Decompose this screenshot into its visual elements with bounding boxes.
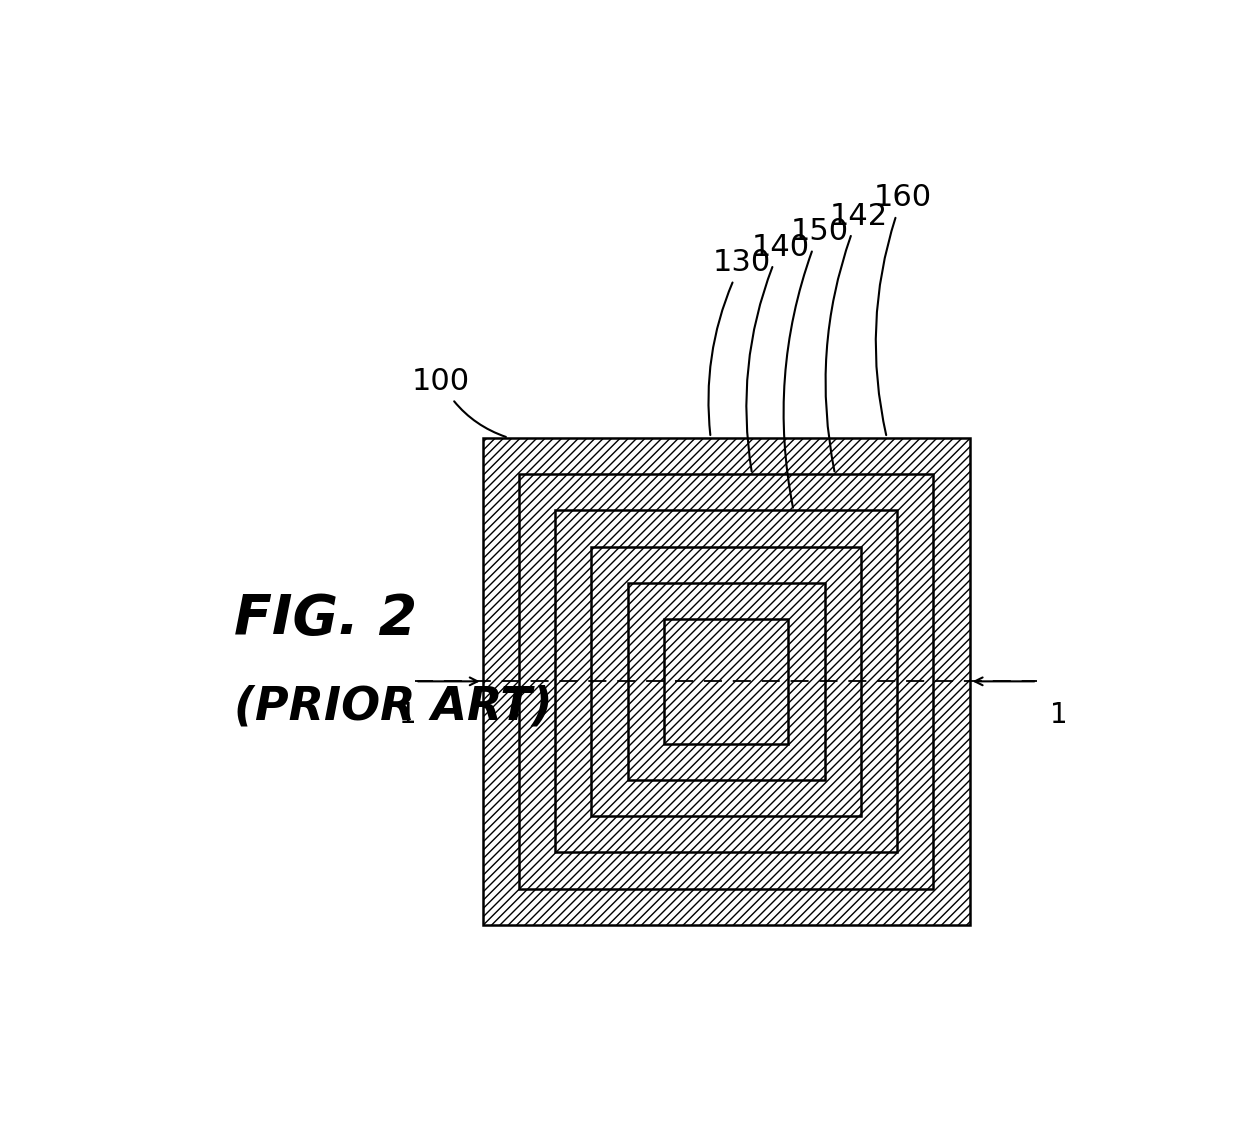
Text: 160: 160: [873, 183, 931, 435]
Bar: [663, 619, 789, 744]
Text: 100: 100: [412, 367, 506, 437]
Bar: [518, 474, 934, 889]
Text: 140: 140: [746, 232, 810, 471]
Text: FIG. 2: FIG. 2: [234, 593, 417, 646]
Text: 1: 1: [399, 701, 417, 729]
Text: 142: 142: [826, 201, 888, 471]
Bar: [482, 438, 970, 924]
Bar: [627, 583, 825, 780]
Text: (PRIOR ART): (PRIOR ART): [234, 685, 553, 730]
Text: 1: 1: [1050, 701, 1068, 729]
Bar: [556, 510, 898, 852]
Bar: [591, 547, 861, 816]
Text: 150: 150: [784, 217, 848, 508]
Text: 130: 130: [708, 248, 771, 435]
